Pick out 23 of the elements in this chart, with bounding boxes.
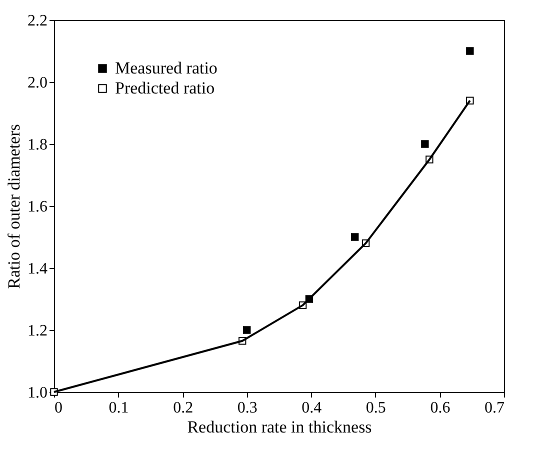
point: [243, 326, 251, 334]
x-tick-label: 0.3: [237, 400, 258, 416]
y-tick-label: 2.2: [28, 12, 48, 30]
x-tick-label: 0: [54, 400, 62, 416]
x-tick-label: 0.4: [302, 400, 322, 416]
x-tick-label: 0.1: [108, 400, 129, 416]
y-tick-label: 1.2: [28, 322, 48, 340]
y-tick-label: 2.0: [28, 74, 48, 92]
x-tick-label: 0.5: [366, 400, 386, 416]
y-tick-label: 1.0: [28, 384, 48, 402]
point: [466, 47, 474, 55]
x-tick-label: 0.6: [430, 400, 450, 416]
legend-label: Measured ratio: [115, 58, 218, 78]
y-tick-label: 1.6: [28, 198, 48, 216]
legend-label: Predicted ratio: [115, 78, 215, 98]
x-tick-label: 0.2: [173, 400, 194, 416]
point: [351, 233, 359, 241]
point: [421, 140, 429, 148]
y-tick-label: 1.4: [28, 260, 48, 278]
y-tick-label: 1.8: [28, 136, 48, 154]
y-axis-title: Ratio of outer diameters: [4, 124, 24, 289]
x-tick-label: 0.7: [484, 400, 504, 416]
x-axis-title: Reduction rate in thickness: [187, 418, 372, 436]
